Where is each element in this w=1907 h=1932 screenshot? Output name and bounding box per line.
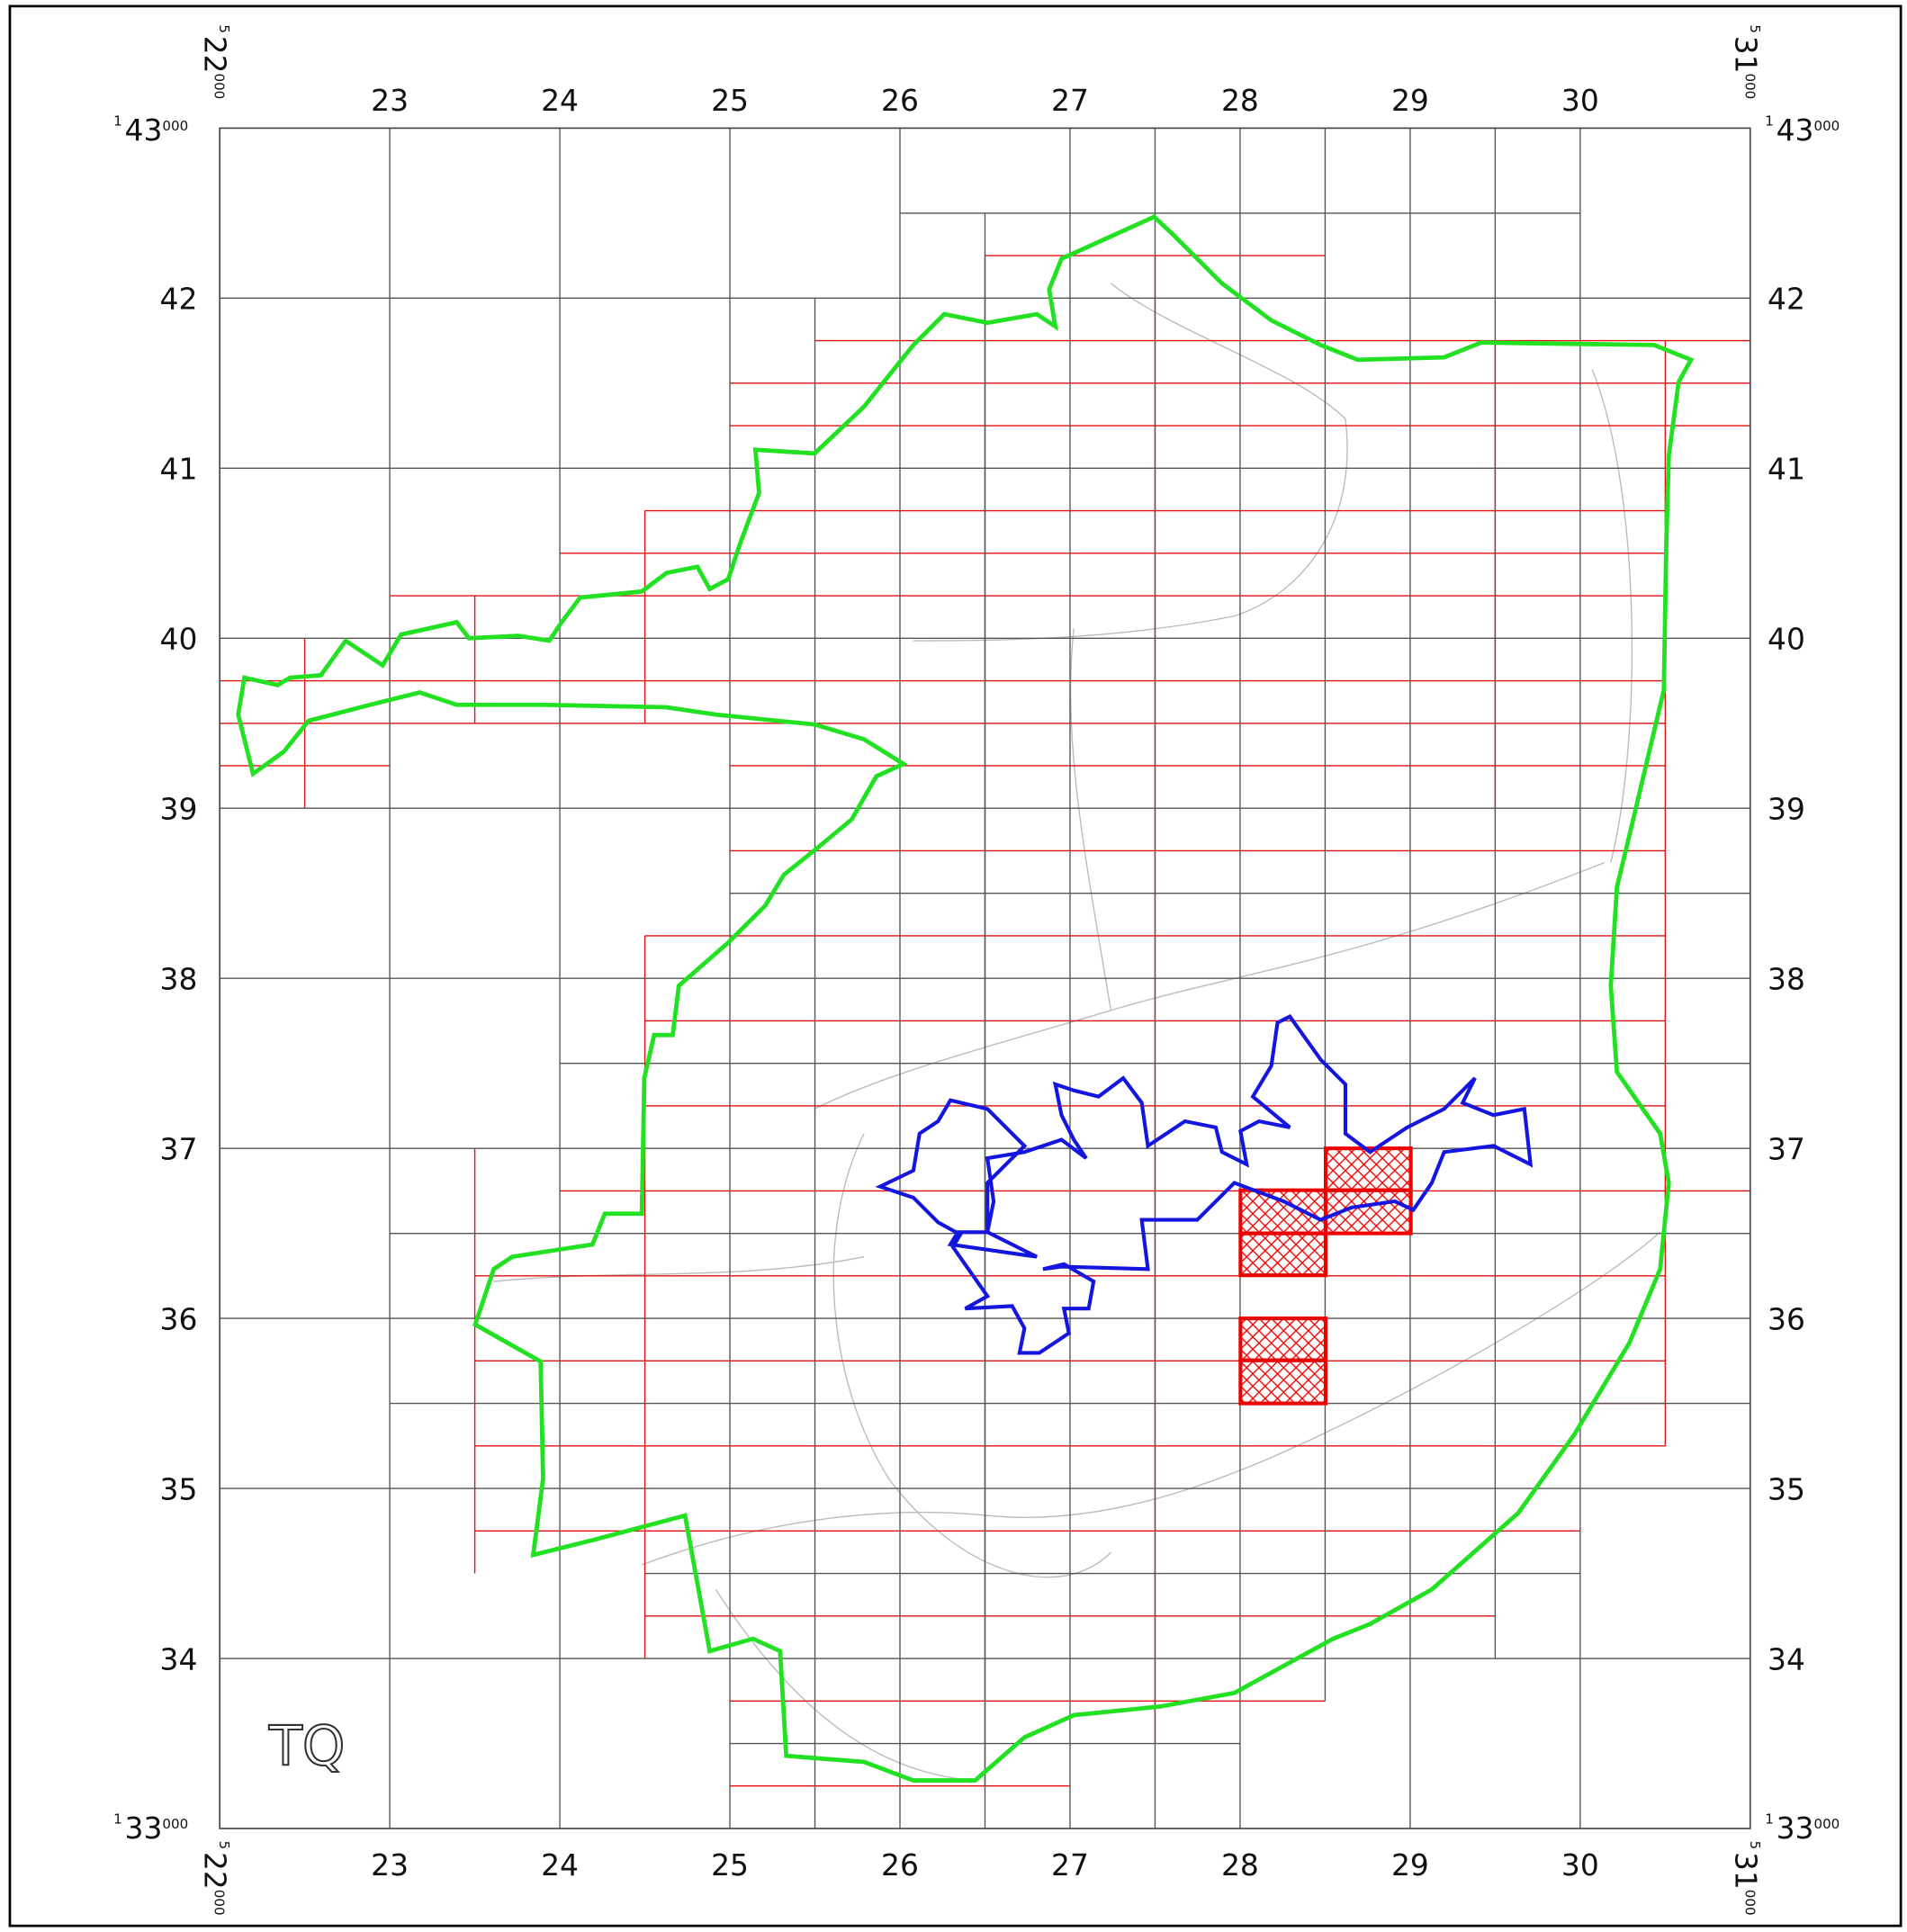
corner-prefix: 1 [1765,1811,1774,1828]
corner-suffix: 000 [1741,74,1758,100]
road [641,1231,1661,1566]
corner-suffix: 000 [211,1890,228,1916]
hatched-tile [1323,1146,1413,1192]
northing-label: 35 [160,1471,198,1506]
corner-label: 5 22000 [198,1841,233,1916]
hatched-tile [1238,1188,1328,1236]
corner-main: 33 [1777,1811,1814,1846]
easting-label: 29 [1391,83,1429,118]
easting-label: 25 [711,1847,749,1883]
easting-label: 26 [881,83,919,118]
road [832,1133,1111,1578]
northing-label: 37 [1768,1131,1805,1166]
corner-prefix: 5 [216,24,232,33]
easting-label: 24 [541,83,579,118]
easting-label: 28 [1221,1847,1259,1883]
corner-suffix: 000 [1813,1816,1840,1832]
easting-label: 27 [1051,1847,1089,1883]
northing-label: 41 [160,452,198,487]
corner-suffix: 000 [162,1816,188,1832]
corner-main: 43 [125,112,163,148]
northing-label: 39 [160,792,198,827]
easting-label: 28 [1221,83,1259,118]
easting-label: 29 [1391,1847,1429,1883]
hatched-tile [1238,1231,1328,1278]
easting-label: 24 [541,1847,579,1883]
corner-label: 5 22000 [198,24,233,99]
road [1069,628,1112,1011]
corner-prefix: 5 [1747,1841,1763,1850]
hatched-tile [1238,1316,1328,1362]
corner-main: 22 [198,1852,233,1890]
road [913,283,1348,642]
northing-label: 36 [160,1301,198,1336]
easting-label: 26 [881,1847,919,1883]
corner-suffix: 000 [211,74,228,100]
northing-label: 35 [1768,1471,1805,1506]
corner-main: 33 [125,1811,163,1846]
northing-label: 42 [1768,282,1805,317]
corner-prefix: 1 [113,1811,122,1828]
corner-main: 31 [1728,36,1763,74]
northing-label: 36 [1768,1301,1805,1336]
corner-label: 1 33000 [1765,1811,1840,1846]
corner-label: 5 31000 [1728,1841,1763,1916]
easting-label: 30 [1561,1847,1599,1883]
corner-label: 1 43000 [113,112,188,148]
corner-prefix: 1 [1765,113,1774,130]
corner-label: 1 33000 [113,1811,188,1846]
labels: 23 24 25 26 27 28 29 30 23 24 25 26 27 28 29 30 42 41 40 39… [113,24,1840,1915]
corner-label: 5 31000 [1728,24,1763,99]
road [814,861,1606,1110]
easting-label: 25 [711,83,749,118]
road [1591,369,1633,863]
corner-suffix: 000 [1813,118,1840,134]
district-boundary [236,214,1695,1783]
grid [219,127,1751,1829]
northing-label: 42 [160,282,198,317]
northing-label: 34 [160,1641,198,1676]
road [493,1255,865,1282]
town-centre-boundary [875,1014,1534,1355]
northing-label: 40 [1768,622,1805,657]
corner-prefix: 5 [216,1841,232,1850]
northing-label: 40 [160,622,198,657]
easting-label: 23 [371,83,409,118]
corner-suffix: 000 [162,118,188,134]
easting-label: 27 [1051,83,1089,118]
easting-label: 23 [371,1847,409,1883]
corner-prefix: 5 [1747,24,1763,33]
easting-label: 30 [1561,83,1599,118]
corner-label: 1 43000 [1765,112,1840,148]
corner-prefix: 1 [113,113,122,130]
northing-label: 34 [1768,1641,1805,1676]
corner-main: 31 [1728,1852,1763,1890]
corner-main: 22 [198,36,233,74]
northing-label: 41 [1768,452,1805,487]
northing-label: 39 [1768,792,1805,827]
sheet-label: TQ [268,1715,345,1778]
northing-label: 38 [160,962,198,997]
corner-main: 43 [1777,112,1814,148]
hatched-tile [1238,1358,1328,1406]
roads [493,283,1661,1782]
northing-label: 37 [160,1131,198,1166]
outer-frame [8,4,1903,1928]
neat-line [219,127,1751,1829]
corner-suffix: 000 [1741,1890,1758,1916]
northing-label: 38 [1768,962,1805,997]
road [715,1588,976,1782]
